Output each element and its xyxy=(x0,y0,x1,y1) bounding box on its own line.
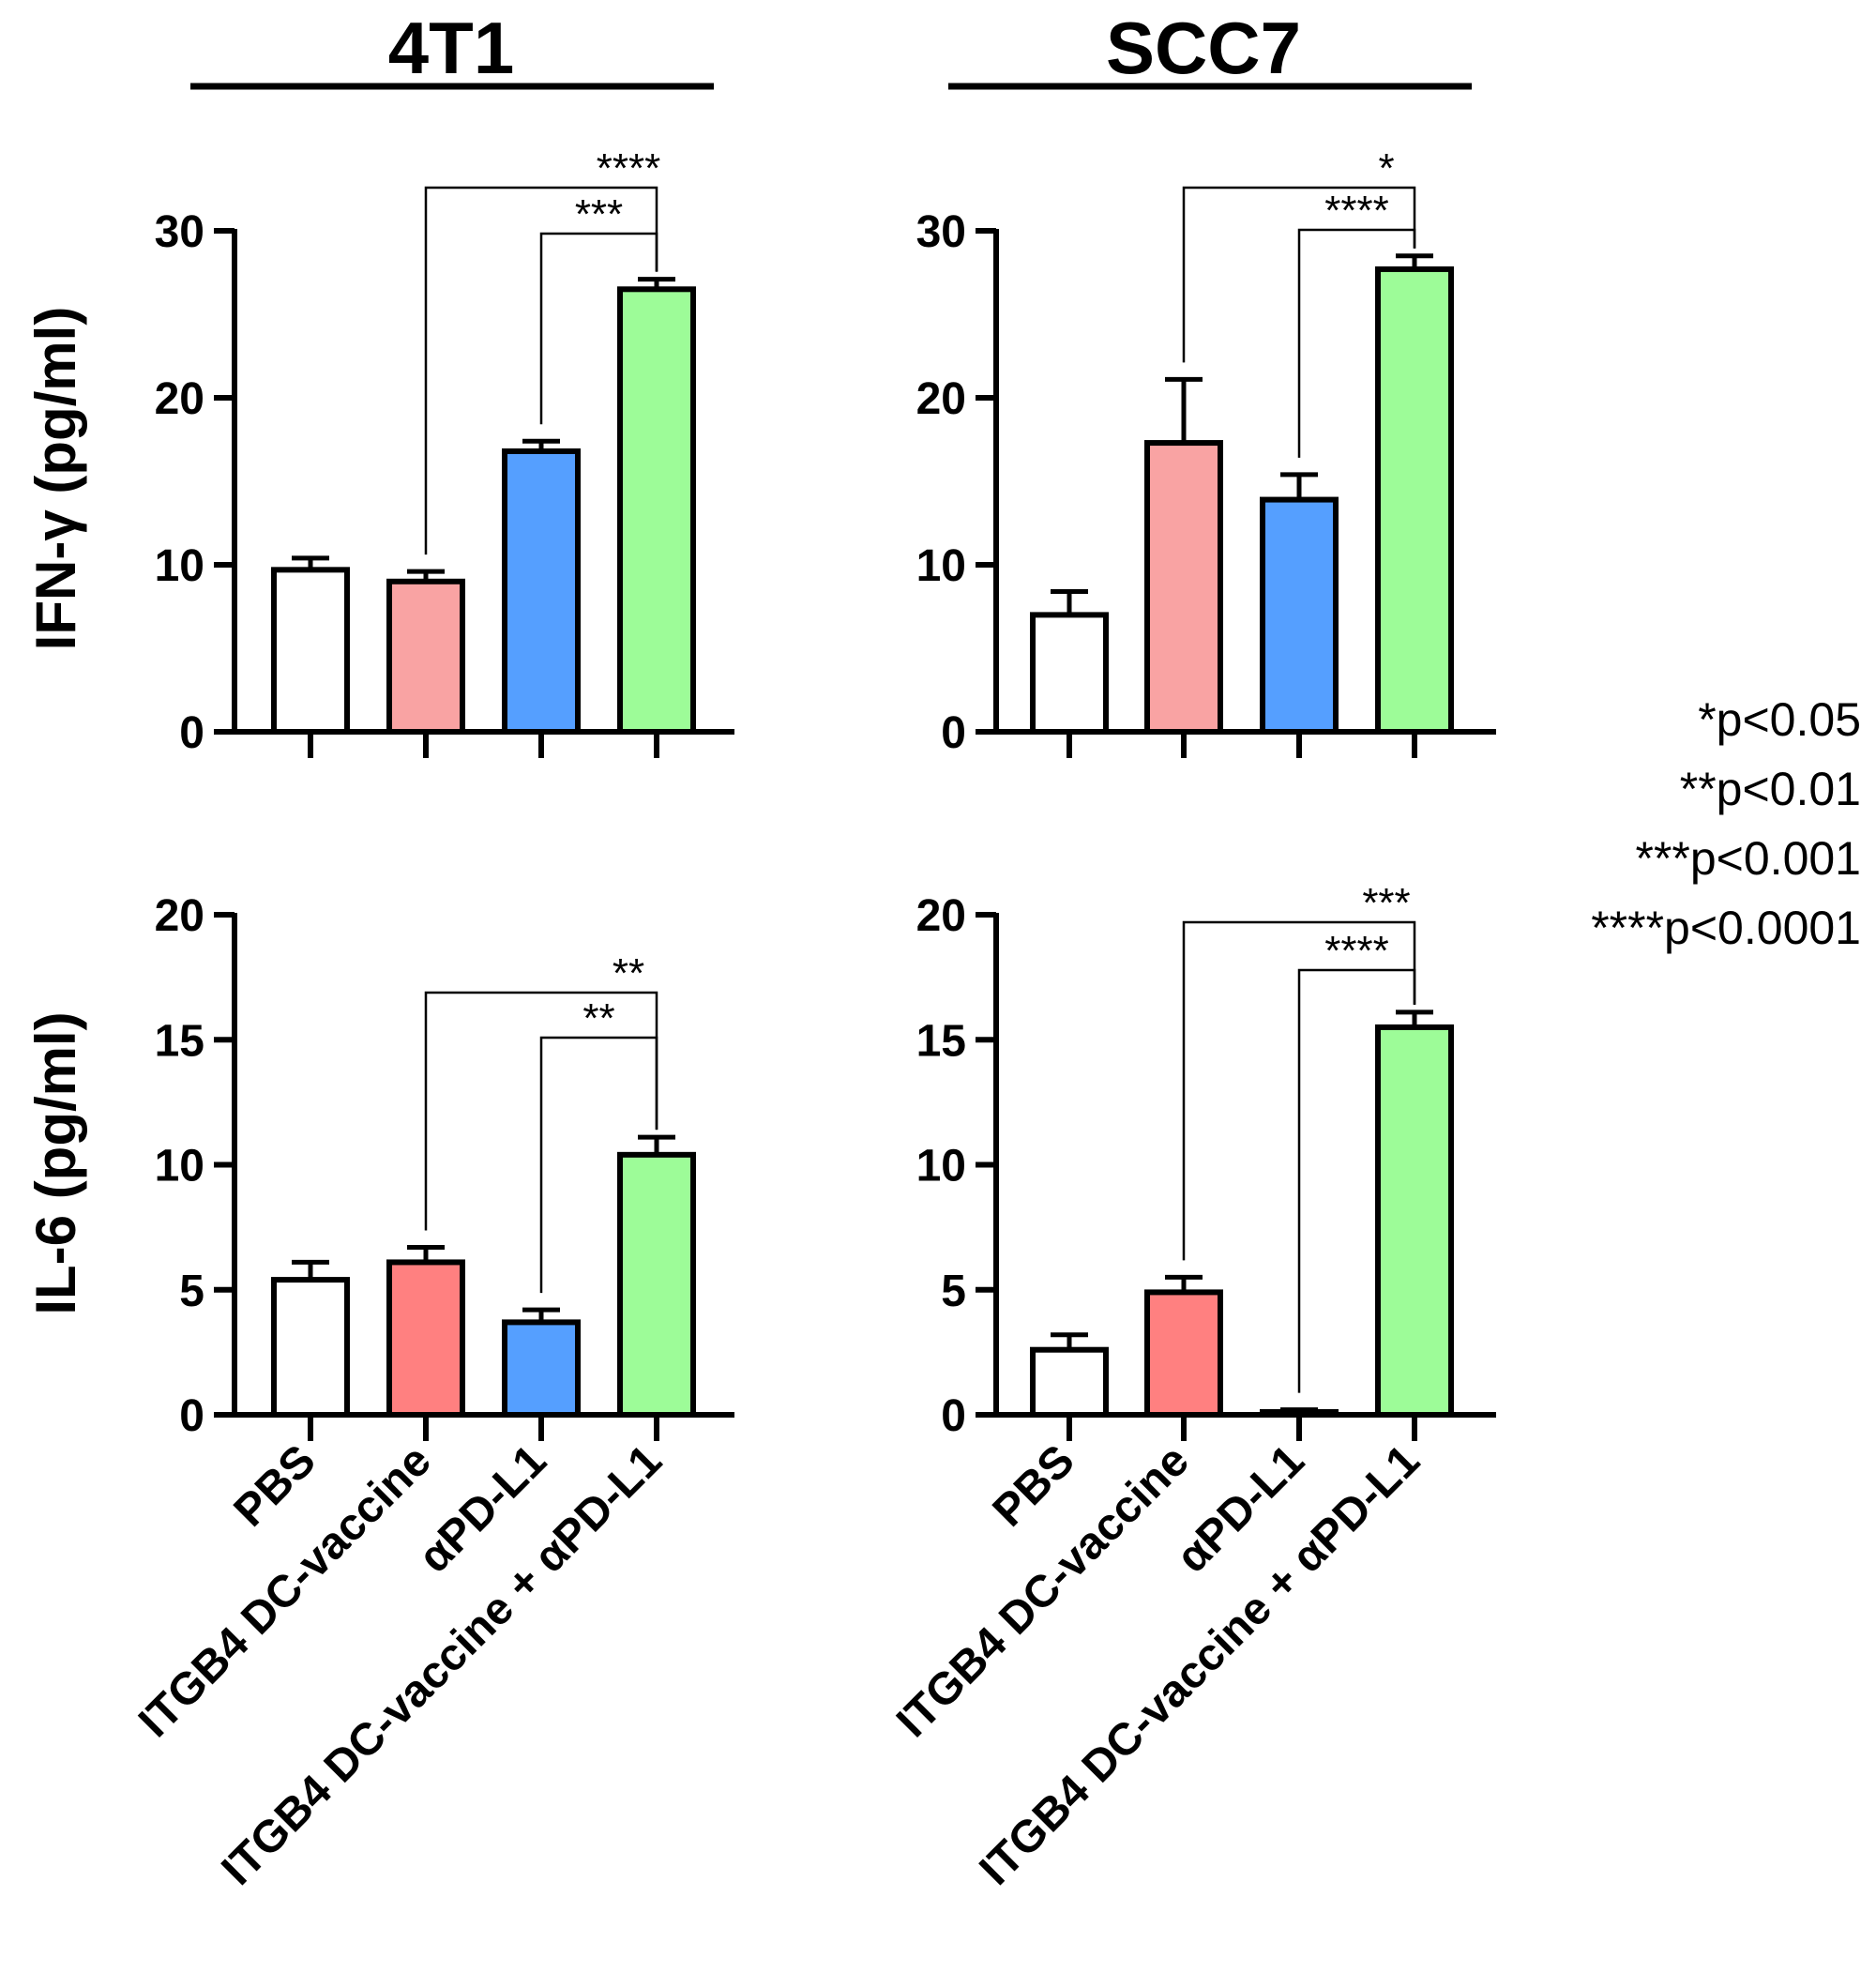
y-tick-label: 20 xyxy=(155,374,204,424)
significance-label: ** xyxy=(613,950,644,996)
significance-label: **** xyxy=(1324,188,1389,234)
bar-itgb4-dc-vaccine xyxy=(386,578,465,735)
significance-label: **** xyxy=(597,145,661,191)
y-tick-label: 0 xyxy=(941,708,966,758)
y-tick-label: 5 xyxy=(941,1267,966,1316)
y-tick-label: 0 xyxy=(179,708,204,758)
y-tick-label: 10 xyxy=(916,1142,966,1191)
legend-p-005: *p<0.05 xyxy=(1698,693,1861,746)
bar-pbs xyxy=(271,567,350,736)
y-tick-label: 20 xyxy=(916,891,966,941)
bar-itgb4-dc-vaccine-pd-l1 xyxy=(1375,266,1454,735)
bar-pbs xyxy=(1030,612,1109,736)
row-label-il-6: IL-6 (pg/ml) xyxy=(24,1011,87,1314)
significance-label: * xyxy=(1378,145,1394,191)
significance-bracket xyxy=(539,232,658,425)
bar-pbs xyxy=(271,1277,350,1418)
legend-p-0001: ***p<0.001 xyxy=(1635,832,1861,885)
y-tick-label: 20 xyxy=(155,891,204,941)
significance-bracket xyxy=(1182,186,1416,363)
y-tick-label: 10 xyxy=(155,541,204,591)
bar-itgb4-dc-vaccine-pd-l1 xyxy=(1375,1024,1454,1419)
y-tick-label: 15 xyxy=(155,1016,204,1066)
legend-p-00001: ****p<0.0001 xyxy=(1591,902,1861,954)
bar--pd-l1 xyxy=(1260,1409,1339,1418)
significance-bracket xyxy=(424,186,658,555)
y-tick-label: 30 xyxy=(916,207,966,257)
bar-itgb4-dc-vaccine-pd-l1 xyxy=(617,286,696,735)
column-title-4T1: 4T1 xyxy=(388,7,514,89)
significance-bracket xyxy=(1297,228,1416,458)
y-tick-label: 10 xyxy=(155,1142,204,1191)
bar--pd-l1 xyxy=(502,448,581,735)
y-tick-label: 0 xyxy=(941,1391,966,1441)
y-tick-label: 10 xyxy=(916,541,966,591)
bar-itgb4-dc-vaccine-pd-l1 xyxy=(617,1151,696,1418)
panel-SCC7-ifn-gamma: 0 10 20 30 ***** xyxy=(916,145,1496,758)
bar-itgb4-dc-vaccine xyxy=(1144,1289,1223,1419)
row-label-ifn-gamma: IFN-γ (pg/ml) xyxy=(24,307,87,651)
y-tick-label: 20 xyxy=(916,374,966,424)
y-tick-label: 30 xyxy=(155,207,204,257)
x-category-label: PBS xyxy=(984,1435,1084,1536)
bar--pd-l1 xyxy=(502,1319,581,1419)
significance-bracket xyxy=(1182,920,1416,1261)
column-title-SCC7: SCC7 xyxy=(1106,7,1301,89)
bar-pbs xyxy=(1030,1346,1109,1418)
x-category-label: PBS xyxy=(225,1435,325,1536)
panel-SCC7-il-6: 0 5 10 15 20 ******* xyxy=(916,880,1496,1441)
significance-label: *** xyxy=(1362,880,1410,926)
bar-itgb4-dc-vaccine xyxy=(386,1259,465,1419)
y-tick-label: 15 xyxy=(916,1016,966,1066)
y-tick-label: 0 xyxy=(179,1391,204,1441)
significance-bracket xyxy=(539,1036,658,1294)
panel-4T1-ifn-gamma: 0 10 20 30 ******* xyxy=(155,145,734,758)
panels-group: 0102030*******0102030*****05101520****05… xyxy=(155,145,1496,1441)
legend-p-001: **p<0.01 xyxy=(1680,763,1861,815)
y-tick-label: 5 xyxy=(179,1267,204,1316)
bar-itgb4-dc-vaccine xyxy=(1144,440,1223,735)
significance-label: *** xyxy=(575,191,623,237)
significance-label: ** xyxy=(582,995,614,1041)
panel-4T1-il-6: 0 5 10 15 20 **** xyxy=(155,891,734,1441)
bar--pd-l1 xyxy=(1260,496,1339,736)
significance-bracket xyxy=(1297,968,1416,1393)
significance-label: **** xyxy=(1324,928,1389,974)
